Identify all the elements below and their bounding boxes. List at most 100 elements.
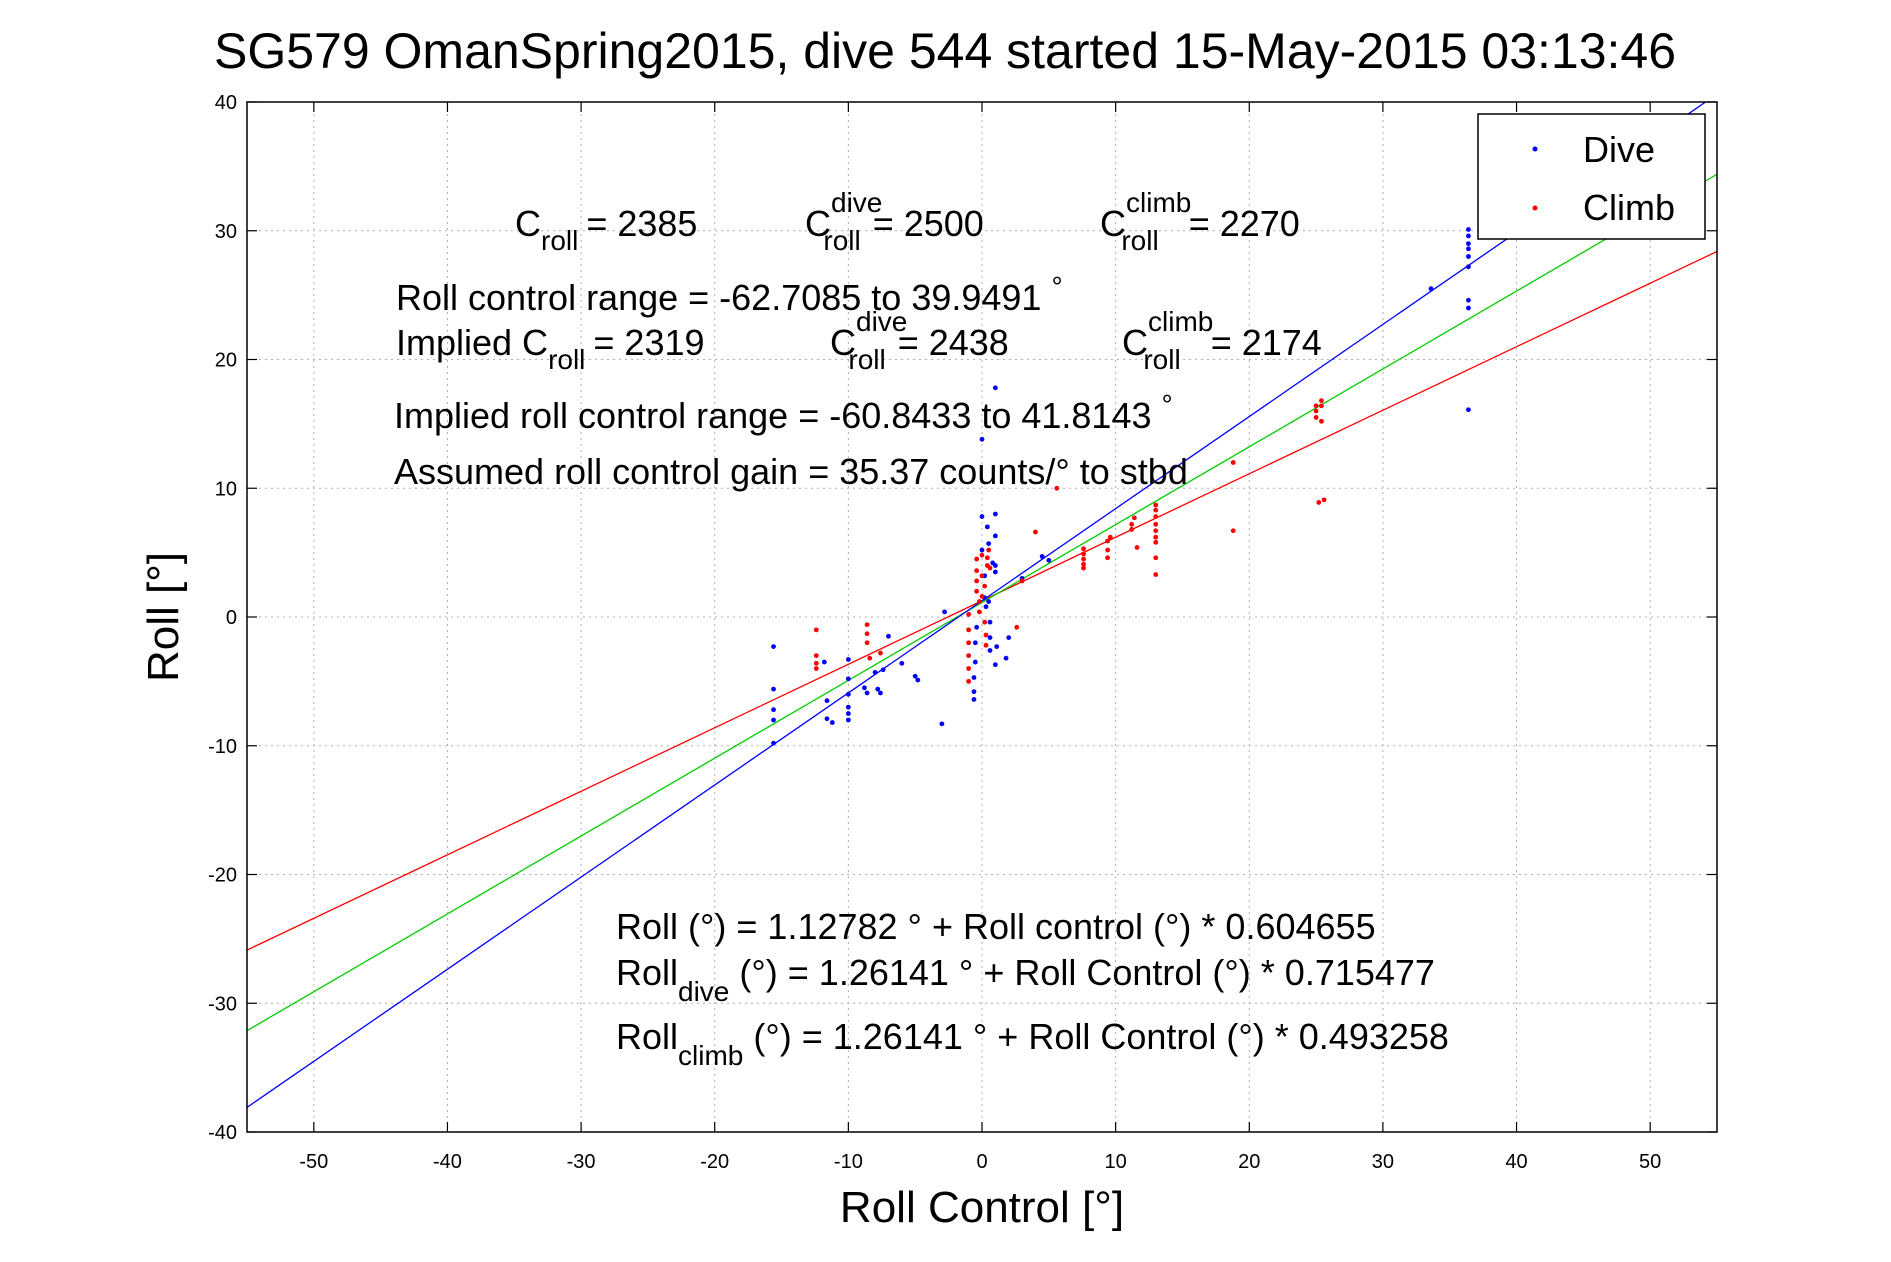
x-tick-label: 40 <box>1505 1151 1527 1173</box>
climb-point <box>976 609 982 615</box>
dive-point <box>878 690 883 696</box>
climb-point <box>1153 534 1159 540</box>
dive-point <box>979 436 985 442</box>
dive-point <box>1039 554 1045 559</box>
x-tick-label: -50 <box>299 1151 328 1173</box>
dive-point <box>845 711 851 716</box>
climb-point <box>1107 534 1113 540</box>
x-tick-label: 50 <box>1639 1151 1661 1173</box>
climb-point <box>986 547 992 553</box>
climb-point <box>1129 521 1135 527</box>
dive-point <box>979 547 985 553</box>
climb-point <box>864 631 870 637</box>
x-tick-label: 0 <box>976 1151 987 1173</box>
climb-point <box>974 556 980 562</box>
climb-point <box>966 627 972 633</box>
data-points <box>771 227 1471 746</box>
climb-point <box>1129 527 1135 532</box>
x-tick-label: -30 <box>567 1151 596 1173</box>
dive-point <box>845 691 851 697</box>
climb-point <box>1153 572 1159 577</box>
climb-point <box>983 642 989 648</box>
dive-point <box>864 690 870 696</box>
legend-label-climb: Climb <box>1583 187 1675 228</box>
dive-point <box>912 673 918 679</box>
climb-point <box>1081 546 1086 552</box>
climb-point <box>1105 555 1111 561</box>
dive-point <box>984 524 990 530</box>
x-tick-label: 10 <box>1105 1151 1127 1173</box>
y-tick-label: 40 <box>215 92 237 114</box>
dive-point <box>771 686 776 692</box>
climb-point <box>966 653 972 659</box>
climb-point <box>813 653 819 659</box>
legend: Dive Climb <box>1477 113 1706 240</box>
dive-point <box>992 385 998 391</box>
climb-point <box>1131 515 1137 521</box>
climb-point <box>966 678 972 684</box>
climb-point <box>1081 556 1086 562</box>
dive-point <box>845 676 851 682</box>
dive-point <box>992 569 998 575</box>
annot-c-roll-dive: Cdive roll = 2500 <box>805 187 984 256</box>
climb-point <box>966 640 972 646</box>
dive-point <box>986 541 992 547</box>
climb-point <box>1081 551 1086 557</box>
climb-point <box>979 552 985 558</box>
dive-point <box>971 689 977 695</box>
legend-marker-dive <box>1532 146 1538 152</box>
dive-point <box>942 609 947 615</box>
climb-point <box>1153 507 1159 513</box>
plot-border <box>246 101 1718 1133</box>
climb-point <box>1153 539 1159 545</box>
annot-eq-dive: Rolldive (°) = 1.26141 ° + Roll Control (… <box>616 952 1435 1007</box>
y-tick-label: 10 <box>215 478 237 500</box>
fit-line <box>247 102 1707 1108</box>
dive-point <box>915 677 921 683</box>
climb-point <box>1054 485 1060 491</box>
climb-point <box>1081 561 1086 567</box>
dive-point <box>829 720 835 725</box>
y-tick-label: -30 <box>208 993 237 1015</box>
dive-point <box>821 659 827 665</box>
annot-implied-c-roll-climb: Cclimb roll = 2174 <box>1122 306 1322 375</box>
dive-point <box>824 698 830 704</box>
climb-point <box>974 578 980 584</box>
annot-c-roll-climb: Cclimb roll = 2270 <box>1100 187 1300 256</box>
climb-point <box>1153 555 1159 561</box>
y-axis-ticks: -40 -30 -20 -10 0 10 20 30 40 <box>208 92 1717 1144</box>
dive-point <box>939 721 945 727</box>
legend-marker-climb <box>1532 205 1538 211</box>
dive-point <box>992 533 998 539</box>
dive-point <box>771 707 776 713</box>
climb-point <box>1105 547 1111 553</box>
y-tick-label: -20 <box>208 865 237 887</box>
y-axis-title: Roll [°] <box>139 552 188 682</box>
dive-point <box>1428 286 1434 292</box>
dive-point <box>899 660 905 666</box>
dive-point <box>771 717 776 723</box>
climb-point <box>976 599 982 604</box>
dive-point <box>845 704 851 710</box>
dive-point <box>1466 297 1471 303</box>
legend-label-dive: Dive <box>1583 129 1655 170</box>
climb-point <box>1319 403 1324 409</box>
dive-point <box>987 648 993 653</box>
dive-point <box>994 644 1000 650</box>
climb-point <box>1153 502 1159 508</box>
dive-point <box>845 657 851 662</box>
climb-point <box>966 666 972 671</box>
dive-point <box>992 563 998 568</box>
dive-point <box>1466 233 1471 239</box>
climb-point <box>1230 460 1236 465</box>
annot-implied-range: Implied roll control range = -60.8433 to… <box>394 389 1173 436</box>
climb-point <box>813 660 819 666</box>
annot-gain: Assumed roll control gain = 35.37 counts… <box>394 451 1188 492</box>
x-tick-label: -20 <box>700 1151 729 1173</box>
climb-point <box>1153 514 1159 519</box>
climb-point <box>867 655 873 661</box>
y-tick-label: 30 <box>215 221 237 243</box>
climb-point <box>1230 528 1236 534</box>
